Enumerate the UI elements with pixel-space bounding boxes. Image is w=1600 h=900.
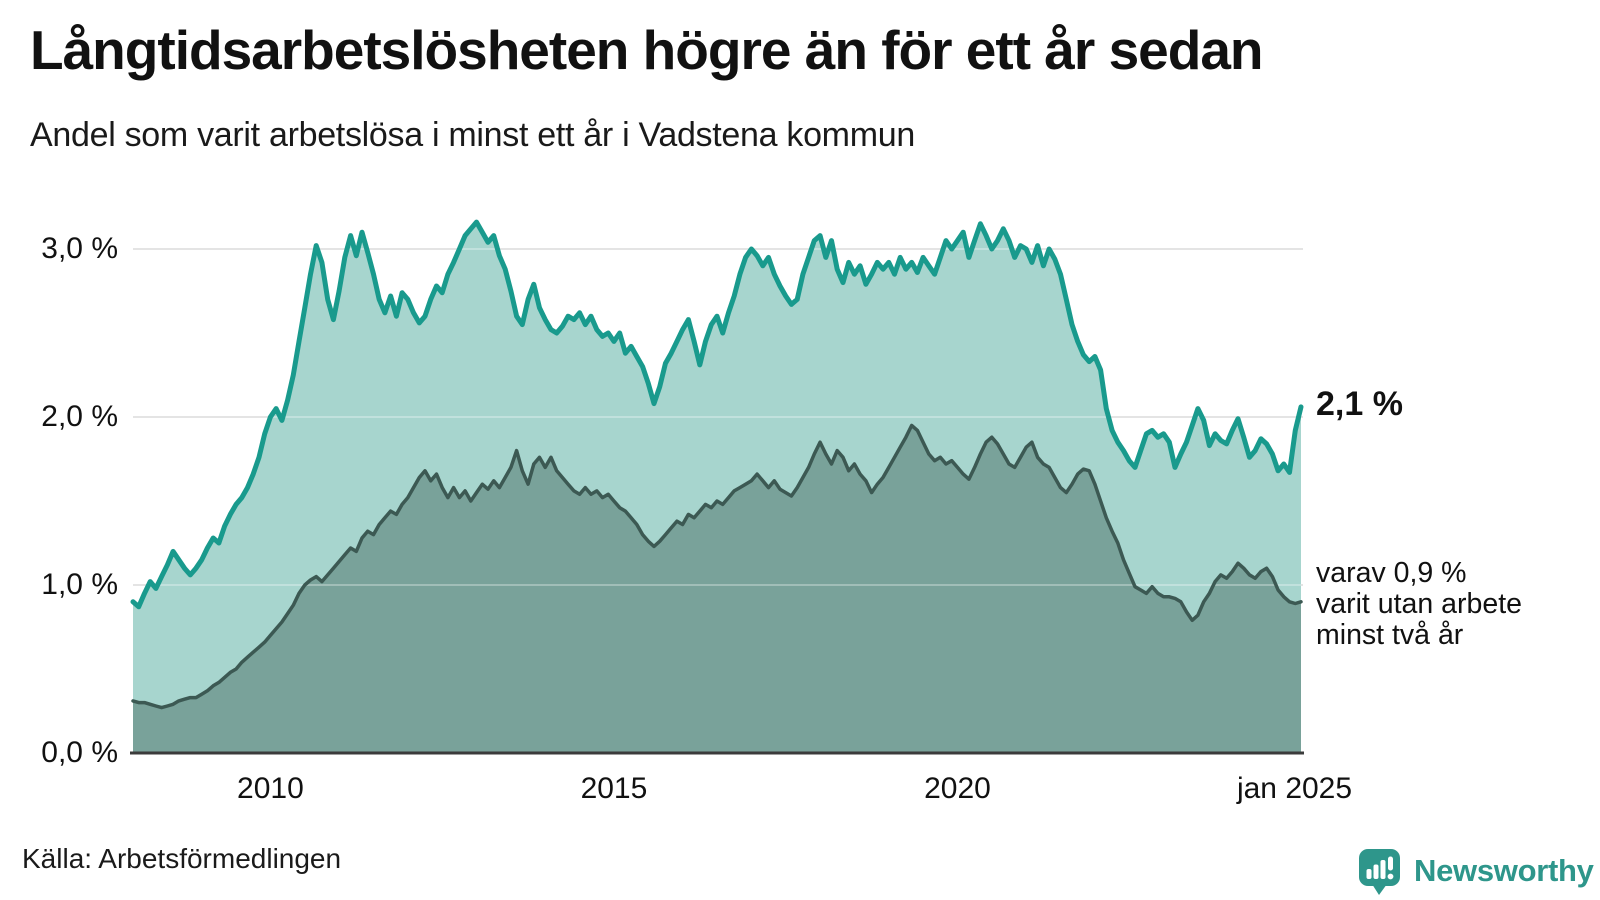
y-axis-label: 1,0 % bbox=[41, 568, 118, 601]
newsworthy-logo-text: Newsworthy bbox=[1414, 853, 1594, 888]
chart-title: Långtidsarbetslösheten högre än för ett … bbox=[30, 19, 1264, 81]
series-line-min-two-years bbox=[131, 423, 1303, 710]
y-axis-label: 0,0 % bbox=[41, 736, 118, 769]
newsworthy-logo: Newsworthy bbox=[1358, 848, 1594, 896]
two-year-annotation-line2: varit utan arbete bbox=[1316, 588, 1522, 620]
series-fill-min-two-years bbox=[133, 425, 1301, 753]
x-axis-label: 2020 bbox=[924, 772, 991, 805]
two-year-annotation-line3: minst två år bbox=[1316, 619, 1464, 651]
latest-value-label: 2,1 % bbox=[1316, 385, 1403, 423]
y-axis-label: 3,0 % bbox=[41, 232, 118, 265]
newsworthy-logo-icon bbox=[1359, 849, 1400, 895]
series-line-min-one-year bbox=[130, 219, 1304, 610]
two-year-annotation: varav 0,9 % varit utan arbete minst två … bbox=[1316, 558, 1522, 651]
x-axis-label: 2010 bbox=[237, 772, 304, 805]
y-axis-label: 2,0 % bbox=[41, 400, 118, 433]
chart-subtitle: Andel som varit arbetslösa i minst ett å… bbox=[30, 116, 915, 154]
x-axis-label: jan 2025 bbox=[1236, 772, 1353, 805]
two-year-annotation-line1: varav 0,9 % bbox=[1316, 557, 1467, 589]
x-axis-label: 2015 bbox=[580, 772, 648, 805]
source-note: Källa: Arbetsförmedlingen bbox=[22, 843, 342, 874]
